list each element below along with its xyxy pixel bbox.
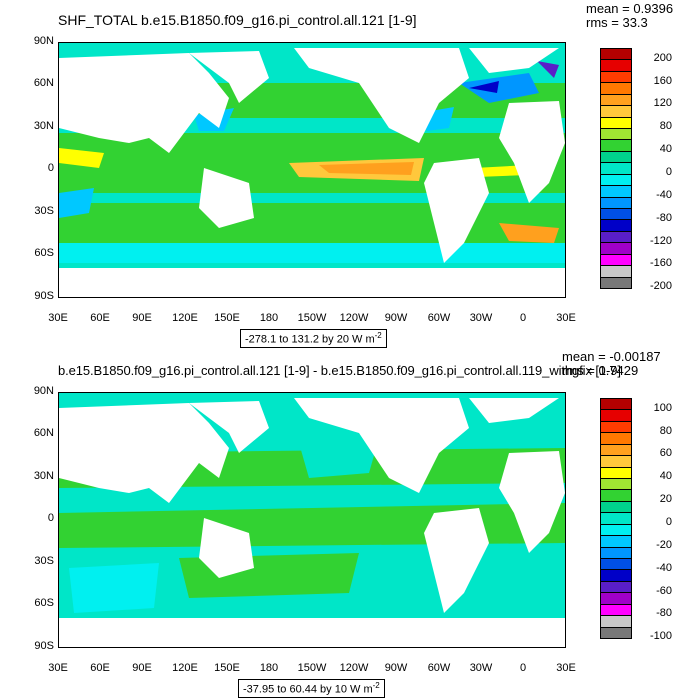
lat-label: 90N <box>33 35 54 47</box>
colorbar-label: 60 <box>659 447 672 460</box>
colorbar-label: 40 <box>659 143 672 156</box>
lon-label: 120W <box>339 312 369 324</box>
colorbar-label: -80 <box>656 607 672 620</box>
colorbar: 200 160 120 80 40 0 -40 -80 -120 -160 -200 <box>600 48 680 292</box>
lat-label: 60S <box>34 247 54 259</box>
contour-range-label: -37.95 to 60.44 by 10 W m-2 <box>238 679 385 698</box>
lon-label: 30W <box>469 662 493 674</box>
lon-label: 150E <box>214 312 240 324</box>
lon-label: 180 <box>259 312 279 324</box>
panel-difference: mean = -0.00187 rms = 0.7429 b.e15.B1850… <box>0 350 700 700</box>
lat-label: 90S <box>34 640 54 652</box>
lat-label: 90S <box>34 290 54 302</box>
colorbar-label: 80 <box>659 424 672 437</box>
lat-label: 30N <box>33 470 54 482</box>
lon-label: 30W <box>469 312 493 324</box>
map-field <box>59 393 565 647</box>
colorbar-label: -120 <box>649 234 672 247</box>
lon-label: 90E <box>132 312 152 324</box>
range-text: -37.95 to 60.44 by 10 W m <box>243 683 373 696</box>
colorbar-label: 120 <box>653 97 672 110</box>
colorbar-label: -60 <box>656 584 672 597</box>
lon-label: 150W <box>297 312 327 324</box>
colorbar-swatch <box>600 276 632 289</box>
panel-shf-total: SHF_TOTAL b.e15.B1850.f09_g16.pi_control… <box>33 1 680 348</box>
rms-stat: rms = 33.3 <box>586 15 648 30</box>
lon-label: 60E <box>90 662 110 674</box>
lat-label: 0 <box>47 512 54 524</box>
lon-label: 180 <box>259 662 279 674</box>
lat-label: 60N <box>33 77 54 89</box>
lat-label: 30S <box>34 205 54 217</box>
lon-label: 90W <box>384 312 408 324</box>
colorbar-label: 200 <box>653 51 672 64</box>
lon-label: 30E <box>48 312 68 324</box>
rms-stat: rms = 0.7429 <box>562 363 639 378</box>
range-unit-exponent: -2 <box>374 331 382 340</box>
lat-label: 30S <box>34 555 54 567</box>
colorbar-swatch <box>600 626 632 639</box>
colorbar-label: 160 <box>653 74 672 87</box>
lon-label: 60E <box>90 312 110 324</box>
map-field <box>59 43 565 297</box>
colorbar-label: -40 <box>656 188 672 201</box>
lon-label: 0 <box>519 312 527 324</box>
mean-stat: mean = -0.00187 <box>562 349 661 364</box>
colorbar-label: 20 <box>659 493 672 506</box>
lon-label: 120W <box>339 662 369 674</box>
colorbar-label: 0 <box>665 516 672 528</box>
colorbar-label: -40 <box>656 561 672 574</box>
lon-label: 0 <box>519 662 527 674</box>
colorbar-label: 0 <box>665 166 672 178</box>
colorbar-label: -80 <box>656 211 672 224</box>
lon-label: 30E <box>556 662 576 674</box>
colorbar-label: 80 <box>659 120 672 133</box>
colorbar-label: -160 <box>649 257 672 270</box>
lat-label: 60S <box>34 597 54 609</box>
lat-label: 90N <box>33 385 54 397</box>
colorbar-label: -200 <box>649 280 672 293</box>
panel-title: b.e15.B1850.f09_g16.pi_control.all.121 [… <box>58 363 621 378</box>
map-plot <box>58 392 566 648</box>
map-plot <box>58 42 566 298</box>
contour-range-label: -278.1 to 131.2 by 20 W m-2 <box>240 329 387 348</box>
mean-stat: mean = 0.9396 <box>586 1 674 16</box>
lon-label: 30E <box>556 312 576 324</box>
colorbar-label: 100 <box>653 401 672 414</box>
range-text: -278.1 to 131.2 by 20 W m <box>245 333 375 346</box>
lon-label: 150W <box>297 662 327 674</box>
colorbar-label: -100 <box>649 630 672 643</box>
lon-label: 120E <box>172 662 198 674</box>
lon-label: 90E <box>132 662 152 674</box>
lon-label: 60W <box>427 662 451 674</box>
colorbar-label: 40 <box>659 470 672 483</box>
range-unit-exponent: -2 <box>372 681 380 690</box>
lon-label: 90W <box>384 662 408 674</box>
colorbar: 100 80 60 40 20 0 -20 -40 -60 -80 -100 <box>600 398 680 642</box>
lat-label: 30N <box>33 120 54 132</box>
lon-label: 30E <box>48 662 68 674</box>
colorbar-label: -20 <box>656 538 672 551</box>
lon-label: 120E <box>172 312 198 324</box>
lat-label: 0 <box>47 162 54 174</box>
lon-label: 150E <box>214 662 240 674</box>
lon-label: 60W <box>427 312 451 324</box>
lat-label: 60N <box>33 427 54 439</box>
panel-title: SHF_TOTAL b.e15.B1850.f09_g16.pi_control… <box>58 12 417 28</box>
